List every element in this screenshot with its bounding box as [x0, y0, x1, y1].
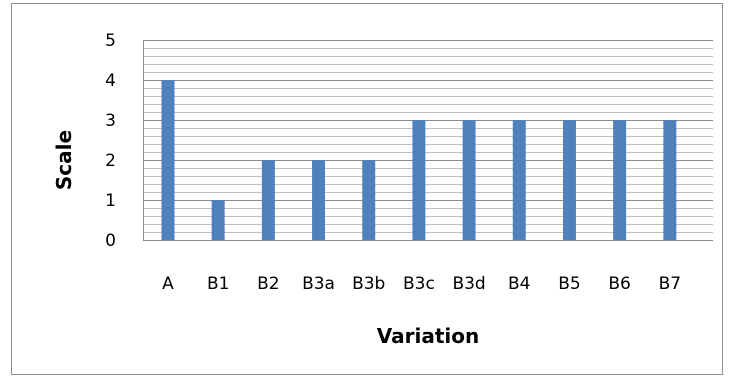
bar-b4 — [512, 120, 526, 240]
x-tick-label: B3a — [302, 274, 335, 294]
y-tick-label: 3 — [105, 111, 116, 131]
y-tick-labels: 0 1 2 3 4 5 — [105, 31, 116, 251]
bar-b3a — [312, 160, 326, 240]
x-axis-title: Variation — [377, 324, 480, 348]
x-tick-label: A — [162, 274, 174, 294]
y-tick-label: 1 — [105, 191, 116, 211]
bar-a — [161, 80, 175, 240]
x-tick-label: B2 — [257, 274, 279, 294]
bar-b5 — [562, 120, 576, 240]
bar-b3b — [362, 160, 376, 240]
bar-b1 — [211, 200, 225, 240]
y-tick-label: 2 — [105, 151, 116, 171]
x-tick-label: B3d — [452, 274, 485, 294]
bars — [161, 80, 677, 240]
x-tick-label: B7 — [659, 274, 681, 294]
x-tick-label: B6 — [608, 274, 630, 294]
x-tick-label: B1 — [207, 274, 229, 294]
bar-b3c — [412, 120, 426, 240]
bar-b6 — [613, 120, 627, 240]
x-tick-labels: A B1 B2 B3a B3b B3c B3d B4 B5 B6 B7 — [162, 274, 681, 294]
grid-lines — [143, 40, 713, 241]
bar-b7 — [663, 120, 677, 240]
y-tick-label: 5 — [105, 31, 116, 51]
y-tick-label: 4 — [105, 71, 116, 91]
bar-b2 — [261, 160, 275, 240]
y-axis-title: Scale — [52, 130, 76, 190]
bar-b3d — [462, 120, 476, 240]
x-tick-label: B5 — [558, 274, 580, 294]
x-tick-label: B3b — [352, 274, 385, 294]
x-tick-label: B3c — [403, 274, 435, 294]
x-tick-label: B4 — [508, 274, 530, 294]
y-tick-label: 0 — [105, 231, 116, 251]
